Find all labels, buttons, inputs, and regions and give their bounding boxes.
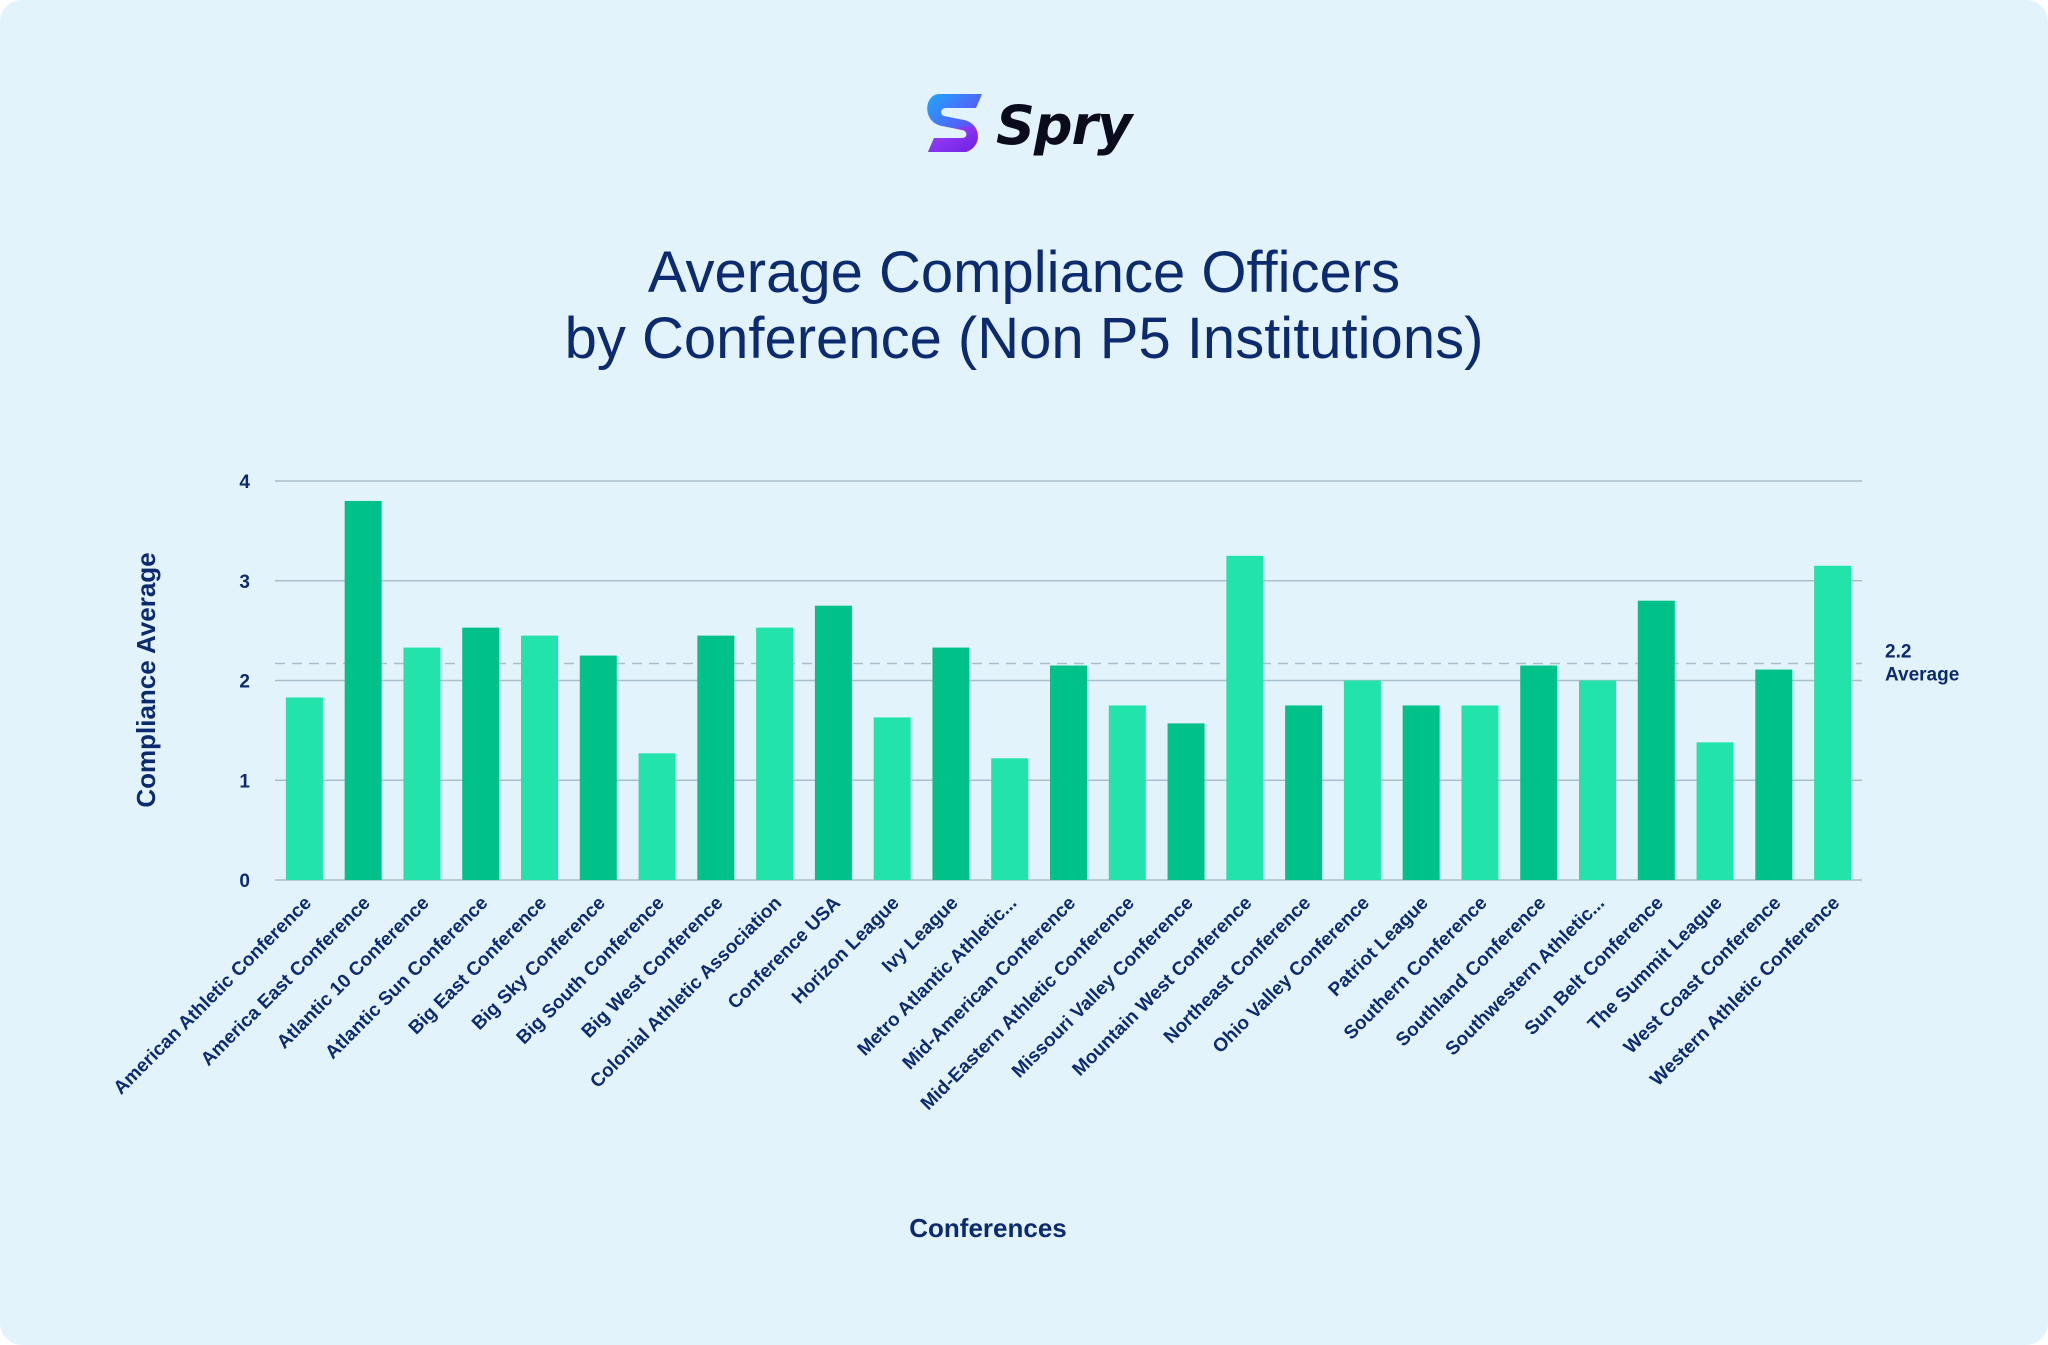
bar xyxy=(1696,742,1734,880)
brand-name: Spry xyxy=(996,93,1132,157)
x-axis-title: Conferences xyxy=(909,1213,1067,1243)
bar xyxy=(1755,669,1793,880)
bar xyxy=(403,647,441,880)
y-axis-title: Compliance Average xyxy=(131,552,161,807)
bar xyxy=(1814,565,1852,880)
x-tick-label: Mid-Eastern Athletic Conference xyxy=(917,893,1139,1115)
average-value-label: 2.2 xyxy=(1885,642,1911,663)
bar xyxy=(1108,705,1146,880)
bar xyxy=(1226,555,1264,880)
bar xyxy=(932,647,970,880)
bar xyxy=(521,635,558,880)
bar xyxy=(873,717,911,880)
bar xyxy=(285,697,323,880)
x-tick-label: Horizon League xyxy=(788,893,904,1009)
bar xyxy=(1050,665,1087,880)
chart-title-line-1: Average Compliance Officers xyxy=(647,240,1401,305)
brand-logo: Spry xyxy=(924,90,1132,160)
bar xyxy=(462,627,500,880)
bar xyxy=(697,635,735,880)
x-tick-label: Patriot League xyxy=(1325,893,1433,1001)
bar xyxy=(344,500,382,880)
bar xyxy=(814,605,852,880)
chart-title: Average Compliance Officers by Conferenc… xyxy=(0,240,2048,372)
y-tick-label: 3 xyxy=(239,572,250,593)
bar xyxy=(1637,600,1675,880)
average-text-label: Average xyxy=(1885,665,1959,686)
bar xyxy=(638,753,676,880)
y-axis-ticks: 0 1 2 3 4 xyxy=(239,472,250,892)
bar xyxy=(579,655,617,880)
bar xyxy=(1285,705,1323,880)
bar xyxy=(1343,680,1381,880)
y-tick-label: 2 xyxy=(239,672,250,693)
bar xyxy=(1167,723,1205,880)
bar xyxy=(1520,665,1558,880)
bar xyxy=(756,627,794,880)
y-tick-label: 1 xyxy=(239,771,250,792)
bars xyxy=(285,500,1852,880)
spry-logo-icon xyxy=(927,94,982,152)
chart-title-line-2: by Conference (Non P5 Institutions) xyxy=(564,306,1484,371)
x-tick-label: Conference USA xyxy=(724,892,845,1013)
bar xyxy=(1402,705,1440,880)
y-tick-label: 0 xyxy=(239,871,250,892)
y-tick-label: 4 xyxy=(239,472,250,493)
bar xyxy=(1579,680,1616,880)
bar xyxy=(1461,705,1499,880)
bar xyxy=(991,758,1029,880)
